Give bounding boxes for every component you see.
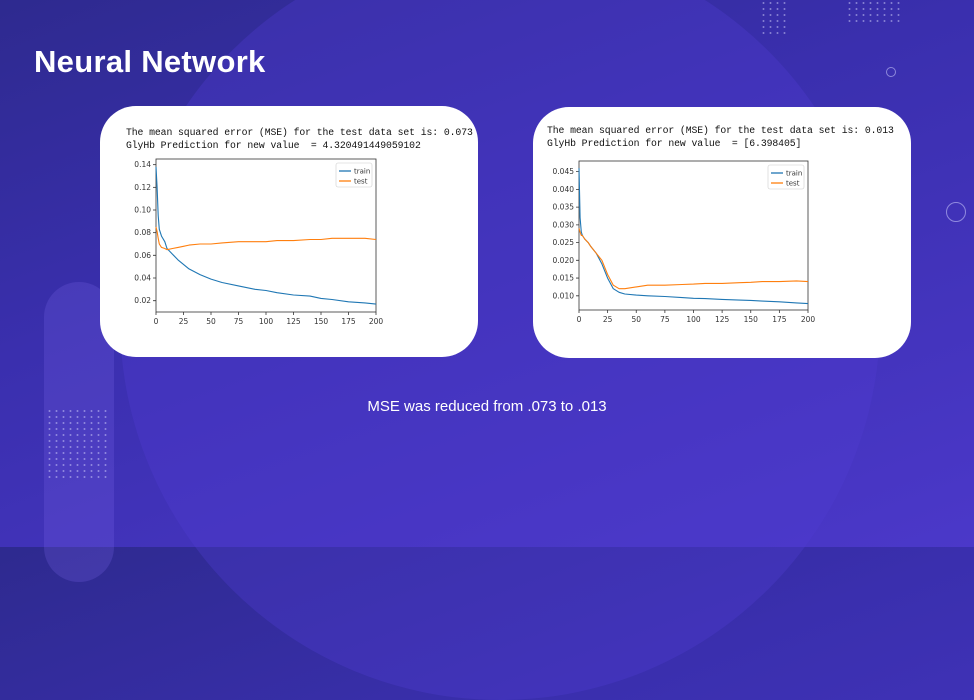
x-tick-label: 125 — [286, 317, 301, 326]
y-tick-label: 0.14 — [134, 160, 151, 169]
series-line-test — [155, 226, 377, 251]
y-tick-label: 0.06 — [134, 251, 151, 260]
x-tick-label: 200 — [801, 315, 816, 324]
x-tick-label: 75 — [660, 315, 670, 324]
slide-title: Neural Network — [34, 44, 266, 79]
x-tick-label: 50 — [631, 315, 641, 324]
x-tick-label: 100 — [686, 315, 701, 324]
chart-card-after: The mean squared error (MSE) for the tes… — [533, 107, 911, 358]
legend-label: test — [354, 178, 368, 186]
y-tick-label: 0.025 — [553, 238, 575, 247]
decorative-dot-grid-top-right — [846, 0, 900, 26]
x-tick-label: 175 — [341, 317, 356, 326]
legend-label: train — [354, 168, 370, 176]
series-line-train — [155, 166, 377, 305]
x-tick-label: 200 — [369, 317, 384, 326]
chart-card-before: The mean squared error (MSE) for the tes… — [100, 106, 478, 357]
x-tick-label: 125 — [715, 315, 730, 324]
x-tick-label: 150 — [314, 317, 329, 326]
x-tick-label: 25 — [179, 317, 189, 326]
y-tick-label: 0.10 — [134, 206, 151, 215]
y-tick-label: 0.04 — [134, 274, 151, 283]
y-tick-label: 0.015 — [553, 274, 575, 283]
y-tick-label: 0.030 — [553, 220, 575, 229]
slide-caption: MSE was reduced from .073 to .013 — [367, 398, 607, 415]
x-tick-label: 0 — [154, 317, 159, 326]
mse-text: The mean squared error (MSE) for the tes… — [126, 127, 473, 138]
y-tick-label: 0.010 — [553, 291, 575, 300]
loss-chart-after: 0 25 50 75 100 125 150 175 200 0.010 0.015 0.020 0.0… — [553, 160, 816, 324]
mse-text: The mean squared error (MSE) for the tes… — [547, 125, 894, 136]
y-tick-label: 0.08 — [134, 228, 151, 237]
x-tick-label: 25 — [603, 315, 613, 324]
y-tick-label: 0.02 — [134, 296, 151, 305]
prediction-text: GlyHb Prediction for new value = 4.32049… — [126, 140, 421, 151]
y-tick-label: 0.040 — [553, 185, 575, 194]
legend-label: train — [786, 170, 802, 178]
decorative-dot-grid — [46, 408, 108, 480]
decorative-small-ring — [886, 67, 896, 77]
loss-chart-before: 0 25 50 75 100 125 150 175 200 0.02 0.04 0.06 0.08 0.… — [134, 158, 384, 326]
x-tick-label: 50 — [206, 317, 216, 326]
y-tick-label: 0.035 — [553, 203, 575, 212]
y-tick-label: 0.020 — [553, 256, 575, 265]
x-tick-label: 150 — [744, 315, 759, 324]
decorative-ring — [946, 202, 966, 222]
y-tick-label: 0.045 — [553, 167, 575, 176]
prediction-text: GlyHb Prediction for new value = [6.3984… — [547, 138, 802, 149]
x-tick-label: 75 — [234, 317, 244, 326]
decorative-dot-grid-top — [760, 0, 786, 36]
x-tick-label: 0 — [577, 315, 582, 324]
legend-label: test — [786, 180, 800, 188]
series-line-test — [578, 228, 809, 290]
x-tick-label: 100 — [259, 317, 274, 326]
x-tick-label: 175 — [772, 315, 787, 324]
y-tick-label: 0.12 — [134, 183, 151, 192]
